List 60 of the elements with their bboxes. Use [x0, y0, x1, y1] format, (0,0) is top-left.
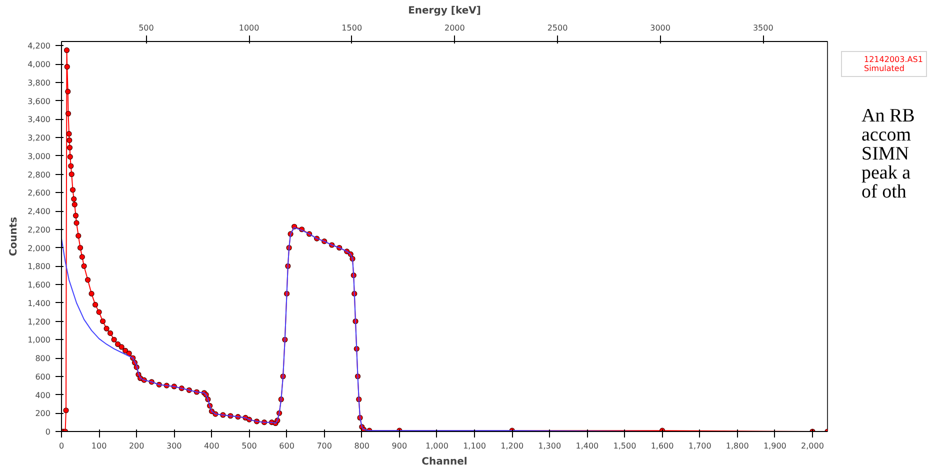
y-axis-title: Counts: [8, 216, 20, 256]
y-tick-label: 2,400: [28, 207, 51, 216]
y-tick-label: 1,400: [28, 298, 51, 308]
x-tick-label: 600: [279, 442, 294, 450]
y-tick-label: 3,800: [28, 78, 51, 88]
x-tick-label: 1,400: [576, 442, 599, 450]
y-tick-label: 200: [35, 409, 51, 418]
x2-axis-title: Energy [keV]: [408, 6, 481, 16]
x-tick-label: 0: [58, 442, 64, 450]
y-tick-label: 2,600: [28, 188, 51, 198]
x-tick-label: 400: [204, 442, 220, 450]
y-tick-label: 3,600: [28, 96, 51, 106]
x-tick-label: 100: [91, 442, 107, 450]
x-tick-label: 700: [316, 442, 332, 450]
x-tick-label: 500: [242, 442, 257, 450]
y-tick-label: 1,200: [28, 317, 51, 326]
y-tick-label: 1,600: [28, 280, 51, 290]
x2-tick-label: 1000: [238, 24, 260, 32]
x-tick-label: 1,000: [426, 442, 448, 450]
y-tick-label: 1,800: [28, 262, 51, 272]
text: of oth: [862, 182, 907, 202]
x2-tick-label: 1500: [342, 24, 362, 32]
y-tick-label: 800: [35, 354, 51, 363]
x-axis-title: Channel: [422, 456, 468, 465]
x-tick-label: 1,100: [463, 442, 486, 450]
text: An RB: [862, 106, 915, 126]
text: accom: [862, 124, 912, 146]
x-tick-label: 1,700: [688, 442, 712, 450]
y-tick-label: 2,000: [28, 244, 51, 253]
x-tick-label: 300: [166, 442, 182, 450]
x2-tick-label: 2000: [444, 24, 465, 32]
x-tick-label: 1,500: [613, 442, 636, 450]
x-tick-label: 800: [354, 442, 370, 450]
y-tick-label: 4,000: [28, 60, 51, 70]
y-tick-label: 2,200: [28, 225, 51, 234]
y-tick-label: 2,800: [28, 170, 51, 180]
text: peak a: [862, 162, 912, 184]
y-tick-label: 600: [35, 372, 51, 382]
x-tick-label: 1,200: [500, 442, 524, 450]
x-tick-label: 1,800: [726, 442, 749, 450]
x-tick-label: 200: [128, 442, 144, 450]
y-tick-label: 3,400: [28, 115, 51, 124]
x2-tick-label: 2500: [547, 24, 568, 32]
text: 12142003.AS1: [864, 55, 923, 64]
x-tick-label: 900: [392, 442, 408, 450]
x-tick-label: 1,300: [538, 442, 562, 450]
y-tick-label: 3,200: [28, 134, 51, 143]
y-tick-label: 0: [45, 428, 51, 436]
x-tick-label: 1,600: [650, 442, 674, 450]
text: SIMN: [862, 144, 910, 164]
y-tick-label: 400: [35, 390, 51, 400]
y-tick-label: 1,000: [28, 336, 51, 345]
x-tick-label: 1,900: [763, 442, 786, 450]
x2-tick-label: 3500: [752, 24, 774, 32]
x-tick-label: 2,000: [801, 442, 824, 450]
y-tick-label: 3,000: [28, 152, 51, 161]
x2-tick-label: 500: [138, 24, 154, 32]
x2-tick-label: 3000: [650, 24, 670, 32]
text: Simulated: [864, 64, 904, 73]
y-tick-label: 4,200: [28, 42, 51, 51]
